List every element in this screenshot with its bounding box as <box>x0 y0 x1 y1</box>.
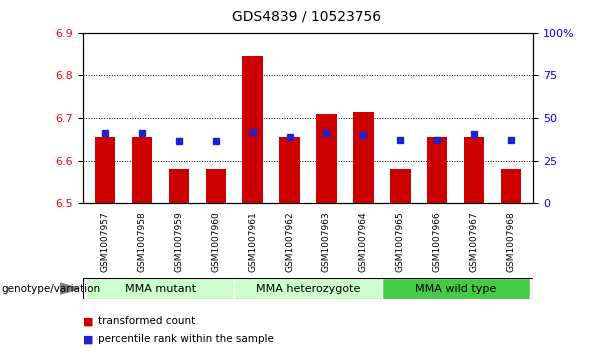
Text: GSM1007967: GSM1007967 <box>470 211 479 272</box>
Text: transformed count: transformed count <box>98 316 196 326</box>
FancyBboxPatch shape <box>382 278 530 299</box>
Bar <box>464 137 484 203</box>
Bar <box>205 169 226 203</box>
Text: ■: ■ <box>83 316 93 326</box>
FancyBboxPatch shape <box>86 278 234 299</box>
FancyBboxPatch shape <box>234 278 382 299</box>
Bar <box>427 137 447 203</box>
Text: GSM1007957: GSM1007957 <box>101 211 109 272</box>
Text: GSM1007964: GSM1007964 <box>359 211 368 272</box>
Text: GSM1007961: GSM1007961 <box>248 211 257 272</box>
Text: GSM1007962: GSM1007962 <box>285 211 294 272</box>
Bar <box>501 169 521 203</box>
Bar <box>316 114 337 203</box>
Text: GSM1007968: GSM1007968 <box>507 211 516 272</box>
Text: genotype/variation: genotype/variation <box>1 284 101 294</box>
Text: GSM1007965: GSM1007965 <box>396 211 405 272</box>
Bar <box>280 137 300 203</box>
Bar <box>95 137 115 203</box>
Bar <box>132 137 152 203</box>
Text: GSM1007959: GSM1007959 <box>174 211 183 272</box>
Text: percentile rank within the sample: percentile rank within the sample <box>98 334 274 344</box>
Bar <box>243 56 263 203</box>
Text: MMA wild type: MMA wild type <box>415 284 497 294</box>
Text: GDS4839 / 10523756: GDS4839 / 10523756 <box>232 9 381 23</box>
Bar <box>353 111 373 203</box>
Text: MMA heterozygote: MMA heterozygote <box>256 284 360 294</box>
Polygon shape <box>61 283 79 294</box>
Text: GSM1007960: GSM1007960 <box>211 211 220 272</box>
Bar <box>169 169 189 203</box>
Text: MMA mutant: MMA mutant <box>125 284 196 294</box>
Text: GSM1007963: GSM1007963 <box>322 211 331 272</box>
Text: GSM1007958: GSM1007958 <box>137 211 147 272</box>
Text: ■: ■ <box>83 334 93 344</box>
Bar <box>390 169 411 203</box>
Text: GSM1007966: GSM1007966 <box>433 211 442 272</box>
